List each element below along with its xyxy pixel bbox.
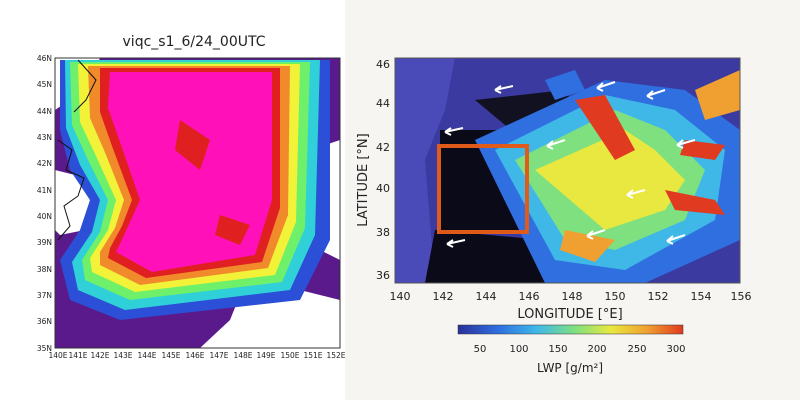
left-x-tick: 149E xyxy=(256,351,275,360)
left-y-tick: 43N xyxy=(37,133,52,142)
right-y-tick-labels: 46 44 42 40 38 36 xyxy=(376,58,390,282)
left-x-tick: 144E xyxy=(137,351,156,360)
left-map-field xyxy=(55,58,340,348)
colorbar-tick: 150 xyxy=(548,344,567,355)
colorbar-tick: 200 xyxy=(587,344,606,355)
right-x-tick: 152 xyxy=(648,290,669,303)
left-map-svg: viqc_s1_6/24_00UTC xyxy=(37,34,346,360)
right-x-tick: 146 xyxy=(519,290,540,303)
left-y-tick: 44N xyxy=(37,107,52,116)
right-x-tick: 148 xyxy=(562,290,583,303)
right-x-tick-labels: 140 142 144 146 148 150 152 154 156 xyxy=(390,290,752,303)
left-y-tick: 37N xyxy=(37,291,52,300)
left-y-tick: 36N xyxy=(37,317,52,326)
left-y-tick: 40N xyxy=(37,212,52,221)
right-y-tick: 40 xyxy=(376,182,390,195)
right-x-tick: 140 xyxy=(390,290,411,303)
colorbar-title: LWP [g/m²] xyxy=(537,361,603,375)
right-y-tick: 36 xyxy=(376,269,390,282)
colorbar-tick: 300 xyxy=(666,344,685,355)
right-x-tick: 156 xyxy=(731,290,752,303)
left-x-tick: 147E xyxy=(209,351,228,360)
right-y-axis-title: LATITUDE [°N] xyxy=(356,133,371,226)
left-x-tick-labels: 140E 141E 142E 143E 144E 145E 146E 147E … xyxy=(48,351,345,360)
left-y-tick: 42N xyxy=(37,159,52,168)
right-y-tick: 46 xyxy=(376,58,390,71)
colorbar-tick: 50 xyxy=(474,344,487,355)
left-y-tick: 41N xyxy=(37,186,52,195)
left-x-tick: 142E xyxy=(90,351,109,360)
colorbar-tick-labels: 50 100 150 200 250 300 xyxy=(474,344,686,355)
lwp-colorbar xyxy=(457,324,684,335)
right-y-tick: 42 xyxy=(376,141,390,154)
left-x-tick: 146E xyxy=(185,351,204,360)
left-x-tick: 145E xyxy=(161,351,180,360)
left-x-tick: 152E xyxy=(326,351,345,360)
right-x-tick: 144 xyxy=(476,290,497,303)
left-x-tick: 143E xyxy=(113,351,132,360)
right-y-tick: 38 xyxy=(376,226,390,239)
left-x-tick: 151E xyxy=(303,351,322,360)
left-map-title: viqc_s1_6/24_00UTC xyxy=(123,34,266,50)
left-map-panel: viqc_s1_6/24_00UTC xyxy=(0,0,346,400)
left-x-tick: 150E xyxy=(280,351,299,360)
left-y-tick: 35N xyxy=(37,344,52,353)
left-y-tick-labels: 46N 45N 44N 43N 42N 41N 40N 39N 38N 37N … xyxy=(37,54,52,353)
left-x-tick: 141E xyxy=(68,351,87,360)
right-x-tick: 154 xyxy=(691,290,712,303)
right-x-axis-title: LONGITUDE [°E] xyxy=(517,307,622,322)
right-x-tick: 142 xyxy=(433,290,454,303)
highlight-box xyxy=(437,144,529,234)
left-x-tick: 140E xyxy=(48,351,67,360)
right-map-panel: LATITUDE [°N] 46 44 42 40 38 36 140 142 … xyxy=(345,0,800,400)
right-y-tick: 44 xyxy=(376,97,390,110)
right-map-field xyxy=(395,58,740,283)
wind-arrows xyxy=(444,81,696,248)
colorbar-tick: 100 xyxy=(509,344,528,355)
left-y-tick: 39N xyxy=(37,238,52,247)
right-map-svg: LATITUDE [°N] 46 44 42 40 38 36 140 142 … xyxy=(356,57,752,375)
colorbar-tick: 250 xyxy=(627,344,646,355)
right-x-tick: 150 xyxy=(605,290,626,303)
left-y-tick: 45N xyxy=(37,80,52,89)
left-y-tick: 38N xyxy=(37,265,52,274)
left-y-tick: 46N xyxy=(37,54,52,63)
left-x-tick: 148E xyxy=(233,351,252,360)
